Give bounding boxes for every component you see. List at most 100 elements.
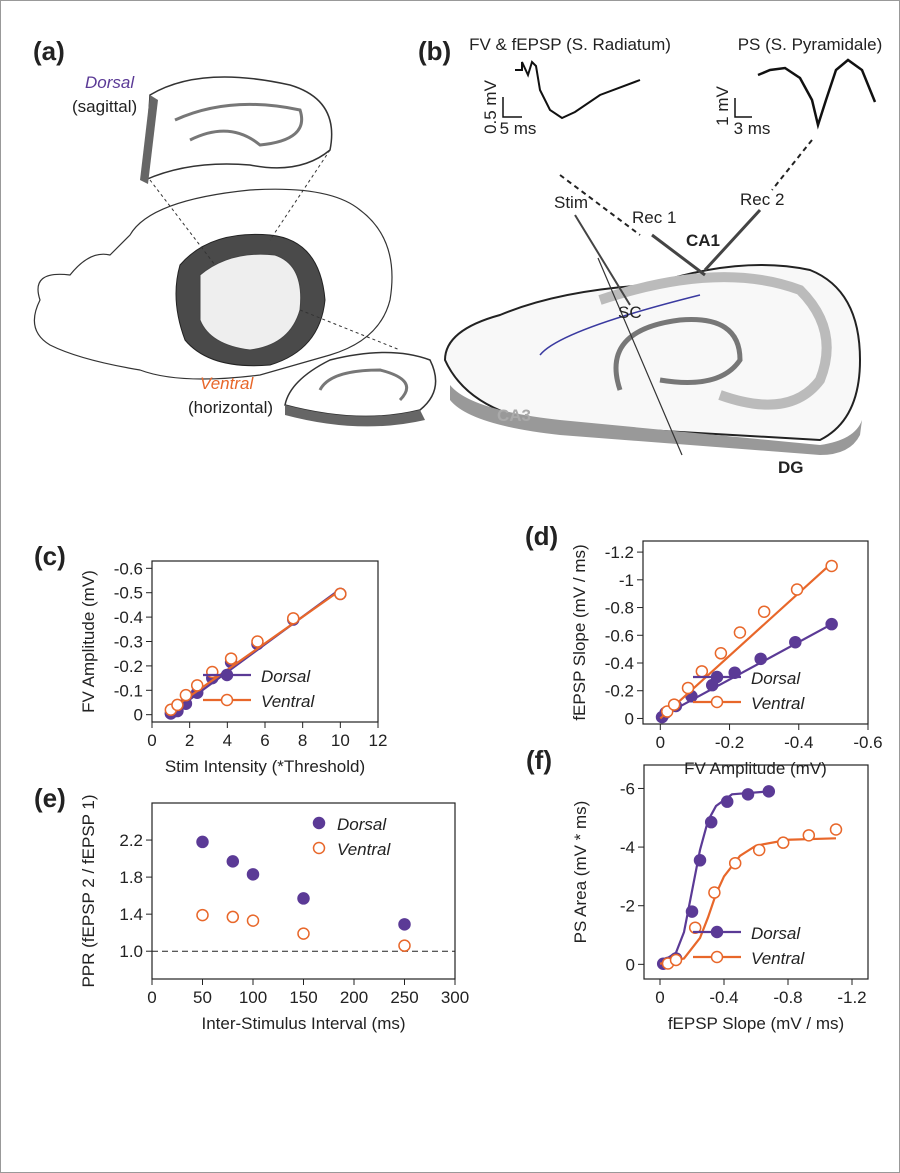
legend-label: Ventral [261, 692, 315, 711]
legend-label: Dorsal [261, 667, 311, 686]
y-tick-label: 0 [134, 706, 143, 725]
marker [298, 893, 309, 904]
marker [755, 653, 766, 664]
x-tick-label: -0.4 [784, 733, 813, 752]
marker [248, 915, 259, 926]
y-tick-label: -0.2 [114, 657, 143, 676]
y-tick-label: -0.3 [114, 633, 143, 652]
ca1-label: CA1 [686, 231, 720, 250]
x-axis-title: Stim Intensity (*Threshold) [165, 757, 365, 776]
marker [197, 910, 208, 921]
x-tick-label: 8 [298, 731, 307, 750]
marker [826, 619, 837, 630]
rec1-label: Rec 1 [632, 208, 676, 227]
legend-marker [712, 952, 723, 963]
marker [288, 613, 299, 624]
x-tick-label: 250 [390, 988, 418, 1007]
legend-marker [712, 927, 723, 938]
panel-label: (a) [33, 36, 65, 66]
marker [715, 648, 726, 659]
panel-label: (c) [34, 541, 66, 571]
scale-label: 5 ms [500, 119, 537, 138]
marker [722, 796, 733, 807]
x-tick-label: 10 [331, 731, 350, 750]
stim-label: Stim [554, 193, 588, 212]
marker [759, 606, 770, 617]
y-tick-label: -0.2 [605, 682, 634, 701]
y-tick-label: -1 [619, 571, 634, 590]
y-axis-title: PPR (fEPSP 2 / fEPSP 1) [79, 794, 98, 987]
marker [734, 627, 745, 638]
trace-title: PS (S. Pyramidale) [738, 35, 883, 54]
marker [226, 653, 237, 664]
x-tick-label: 50 [193, 988, 212, 1007]
legend-marker [712, 697, 723, 708]
marker [778, 837, 789, 848]
marker [763, 786, 774, 797]
y-tick-label: 0 [625, 709, 634, 728]
panel-label: (f) [526, 745, 552, 775]
marker [831, 824, 842, 835]
y-axis-title: FV Amplitude (mV) [79, 570, 98, 713]
y-tick-label: -4 [620, 838, 635, 857]
marker [709, 887, 720, 898]
x-tick-label: -0.4 [709, 988, 738, 1007]
x-axis-title: Inter-Stimulus Interval (ms) [201, 1014, 405, 1033]
marker [252, 636, 263, 647]
dorsal-plane: (sagittal) [72, 97, 137, 116]
legend-label: Ventral [337, 840, 391, 859]
marker [180, 690, 191, 701]
dorsal-label: Dorsal [85, 73, 135, 92]
marker [335, 588, 346, 599]
marker [743, 789, 754, 800]
y-tick-label: -0.4 [605, 654, 634, 673]
y-tick-label: -1.2 [605, 543, 634, 562]
legend-marker [222, 670, 233, 681]
rec2-label: Rec 2 [740, 190, 784, 209]
marker [696, 666, 707, 677]
y-tick-label: -0.6 [605, 626, 634, 645]
legend-marker [314, 843, 325, 854]
marker [695, 855, 706, 866]
legend-label: Ventral [751, 694, 805, 713]
y-tick-label: 2.2 [119, 831, 143, 850]
legend-marker [314, 818, 325, 829]
y-tick-label: -0.8 [605, 599, 634, 618]
marker [197, 836, 208, 847]
x-axis-title: fEPSP Slope (mV / ms) [668, 1014, 844, 1033]
x-tick-label: 0 [655, 988, 664, 1007]
legend-label: Dorsal [751, 924, 801, 943]
x-tick-label: 0 [656, 733, 665, 752]
scale-label: 1 mV [713, 86, 732, 126]
x-tick-label: -0.6 [853, 733, 882, 752]
x-tick-label: 2 [185, 731, 194, 750]
legend-marker [712, 672, 723, 683]
marker [671, 954, 682, 965]
x-tick-label: 100 [239, 988, 267, 1007]
y-tick-label: 1.8 [119, 868, 143, 887]
marker [730, 858, 741, 869]
marker [706, 817, 717, 828]
ventral-label: Ventral [200, 374, 254, 393]
marker [803, 830, 814, 841]
x-tick-label: 12 [369, 731, 388, 750]
x-tick-label: 300 [441, 988, 469, 1007]
y-tick-label: 1.0 [119, 942, 143, 961]
marker [683, 682, 694, 693]
y-axis-title: PS Area (mV * ms) [571, 801, 590, 944]
marker [248, 869, 259, 880]
marker [826, 560, 837, 571]
legend-label: Ventral [751, 949, 805, 968]
marker [227, 856, 238, 867]
x-tick-label: -0.8 [773, 988, 802, 1007]
x-tick-label: 0 [147, 988, 156, 1007]
panel-label: (e) [34, 783, 66, 813]
scale-label: 0.5 mV [481, 79, 500, 134]
dorsal-slice [145, 77, 332, 180]
x-tick-label: 6 [260, 731, 269, 750]
y-tick-label: -0.1 [114, 681, 143, 700]
legend-marker [222, 695, 233, 706]
x-tick-label: -1.2 [837, 988, 866, 1007]
x-axis-title: FV Amplitude (mV) [684, 759, 827, 778]
y-tick-label: -2 [620, 897, 635, 916]
